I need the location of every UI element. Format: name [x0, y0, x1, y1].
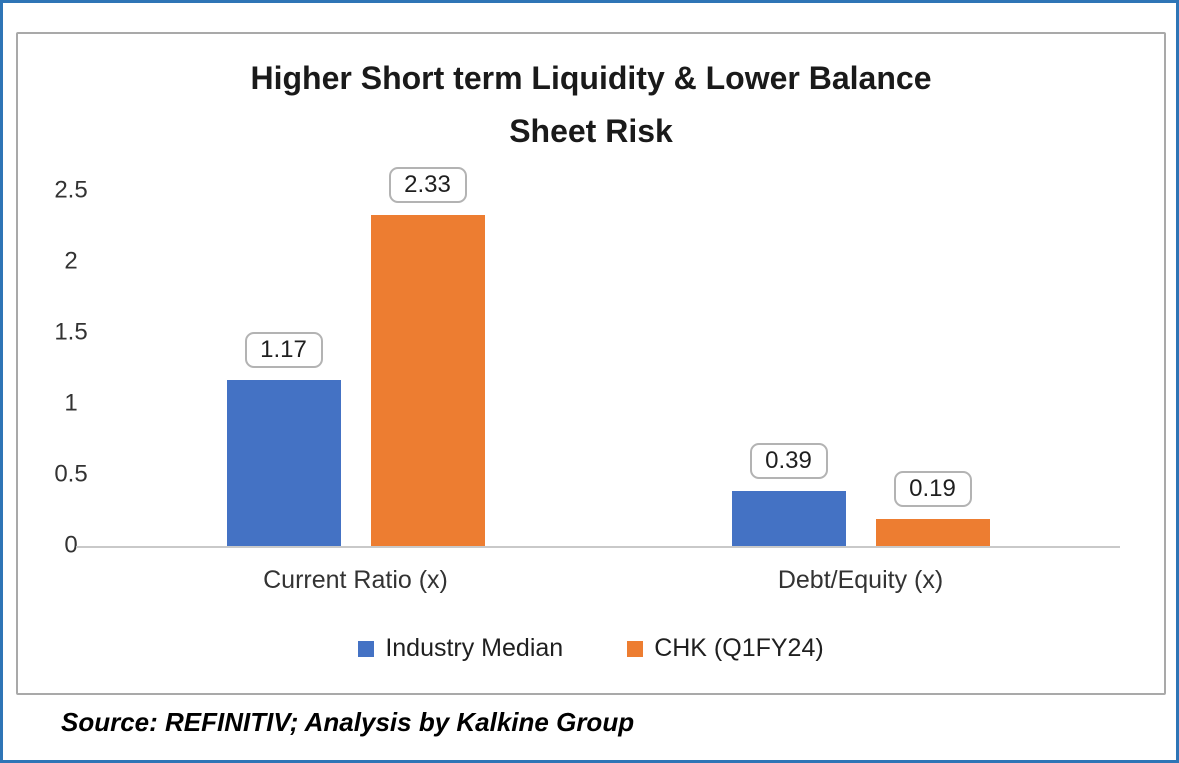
bar-industry-median-2	[731, 491, 846, 546]
chart-container: Higher Short term Liquidity & Lower Bala…	[16, 32, 1166, 695]
legend-swatch-icon	[358, 640, 375, 657]
x-axis-category-label: Current Ratio (x)	[263, 566, 448, 594]
bar-industry-median-1	[226, 380, 341, 546]
x-axis-category-label: Debt/Equity (x)	[777, 566, 944, 594]
source-note: Source: REFINITIV; Analysis by Kalkine G…	[61, 707, 635, 737]
legend-swatch-icon	[627, 640, 644, 657]
legend: Industry Median CHK (Q1FY24)	[18, 634, 1164, 663]
bar-chk-2	[875, 519, 990, 546]
data-label: 2.33	[388, 167, 467, 203]
data-label: 0.39	[749, 443, 828, 479]
y-axis-tick-label: 0.5	[54, 460, 88, 488]
chart-title: Higher Short term Liquidity & Lower Bala…	[18, 52, 1164, 158]
chart-title-line2: Sheet Risk	[509, 113, 673, 149]
x-axis-line	[76, 546, 1120, 548]
data-label: 1.17	[244, 332, 323, 368]
data-label: 0.19	[893, 471, 972, 507]
legend-item: Industry Median	[358, 634, 563, 663]
bar-chk-1	[370, 215, 485, 546]
y-axis-tick-label: 1.5	[54, 318, 88, 346]
legend-label: Industry Median	[385, 634, 564, 662]
y-axis-tick-label: 1	[64, 389, 78, 417]
y-axis-tick-label: 2	[64, 247, 78, 275]
chart-title-line1: Higher Short term Liquidity & Lower Bala…	[250, 60, 932, 96]
y-axis-tick-label: 2.5	[54, 176, 88, 204]
legend-item: CHK (Q1FY24)	[627, 634, 824, 663]
legend-label: CHK (Q1FY24)	[654, 634, 824, 662]
y-axis-tick-label: 0	[64, 531, 78, 559]
